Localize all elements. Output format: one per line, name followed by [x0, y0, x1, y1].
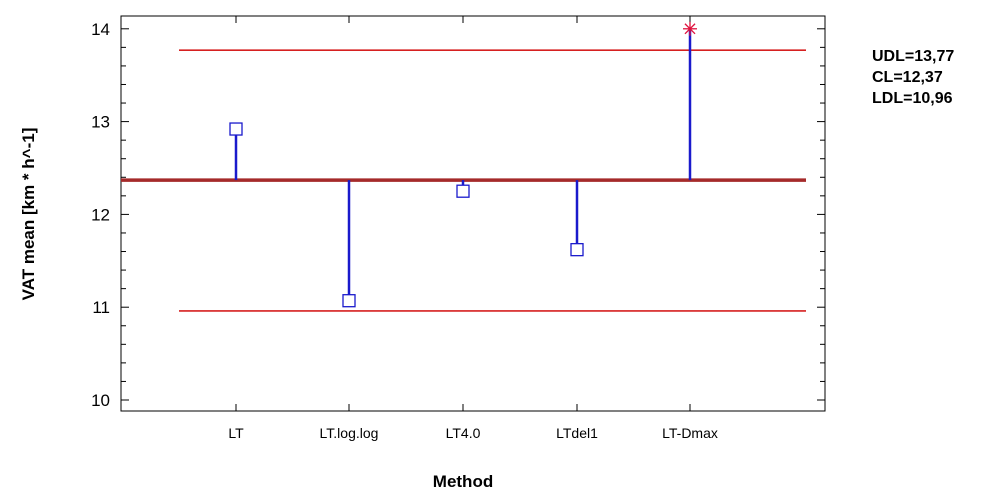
x-axis: LT LT.log.log LT4.0 LTdel1 LT-Dmax — [228, 16, 718, 441]
stems — [234, 28, 692, 301]
legend-cl: CL=12,37 — [872, 69, 943, 86]
points — [229, 21, 697, 308]
y-tick-label: 12 — [91, 205, 110, 224]
x-tick-label: LT.log.log — [320, 425, 379, 441]
legend-ldl: LDL=10,96 — [872, 90, 953, 107]
x-tick-label: LTdel1 — [556, 425, 598, 441]
data-point — [342, 294, 356, 308]
y-tick-label: 13 — [91, 113, 110, 132]
y-tick-label: 10 — [91, 391, 110, 410]
data-point — [570, 243, 584, 257]
x-tick-label: LT — [228, 425, 244, 441]
legend-udl: UDL=13,77 — [872, 48, 954, 65]
x-axis-title: Method — [433, 472, 493, 489]
y-axis: 10 11 12 13 14 — [91, 20, 825, 410]
outlier-point — [683, 21, 697, 36]
x-tick-label: LT4.0 — [446, 425, 481, 441]
y-tick-label: 11 — [92, 298, 110, 317]
x-tick-label: LT-Dmax — [662, 425, 718, 441]
y-axis-title: VAT mean [km * h^-1] — [19, 128, 38, 301]
data-point — [456, 184, 470, 198]
y-tick-label: 14 — [91, 20, 110, 39]
plot-frame — [120, 15, 826, 412]
data-point — [229, 122, 243, 136]
